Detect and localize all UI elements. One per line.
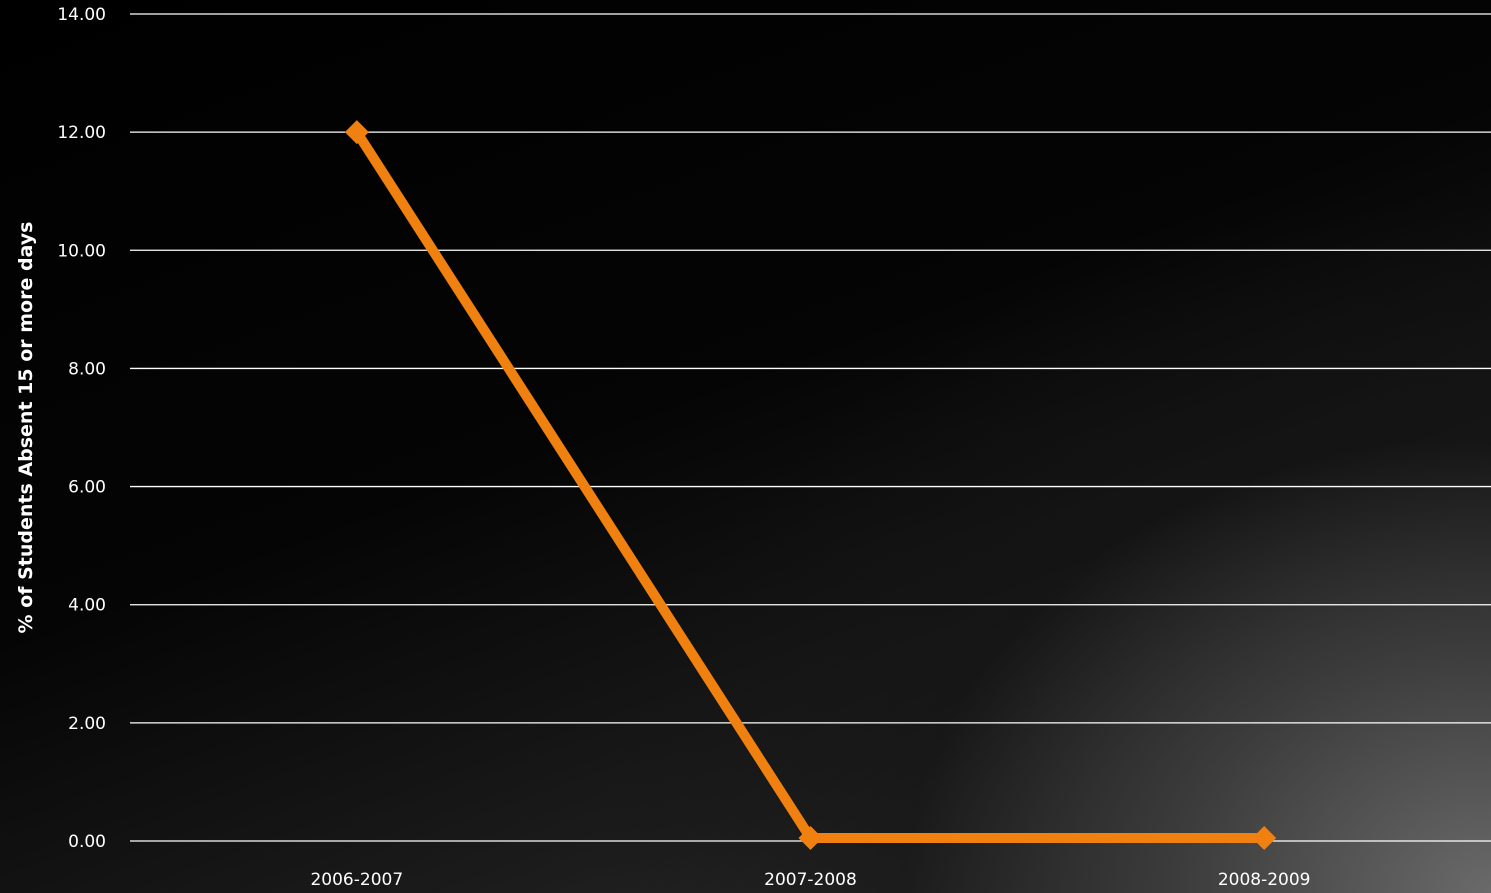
y-axis-tick-labels: 0.00 2.00 4.00 6.00 8.00 10.00 12.00 14.00 xyxy=(57,5,106,852)
x-tick-label: 2006-2007 xyxy=(310,870,403,890)
gridlines xyxy=(130,14,1491,841)
y-tick-label: 6.00 xyxy=(68,478,106,498)
x-axis-tick-labels: 2006-2007 2007-2008 2008-2009 xyxy=(310,870,1310,890)
y-tick-label: 12.00 xyxy=(57,123,106,143)
x-tick-label: 2007-2008 xyxy=(764,870,857,890)
y-tick-label: 8.00 xyxy=(68,359,106,379)
y-tick-label: 10.00 xyxy=(57,241,106,261)
data-point-marker xyxy=(1252,826,1276,850)
y-axis-title: % of Students Absent 15 or more days xyxy=(15,222,37,634)
data-series xyxy=(345,120,1276,850)
y-tick-label: 2.00 xyxy=(68,714,106,734)
y-tick-label: 4.00 xyxy=(68,596,106,616)
x-tick-label: 2008-2009 xyxy=(1218,870,1311,890)
y-tick-label: 0.00 xyxy=(68,832,106,852)
series-line xyxy=(357,132,1264,838)
y-tick-label: 14.00 xyxy=(57,5,106,25)
